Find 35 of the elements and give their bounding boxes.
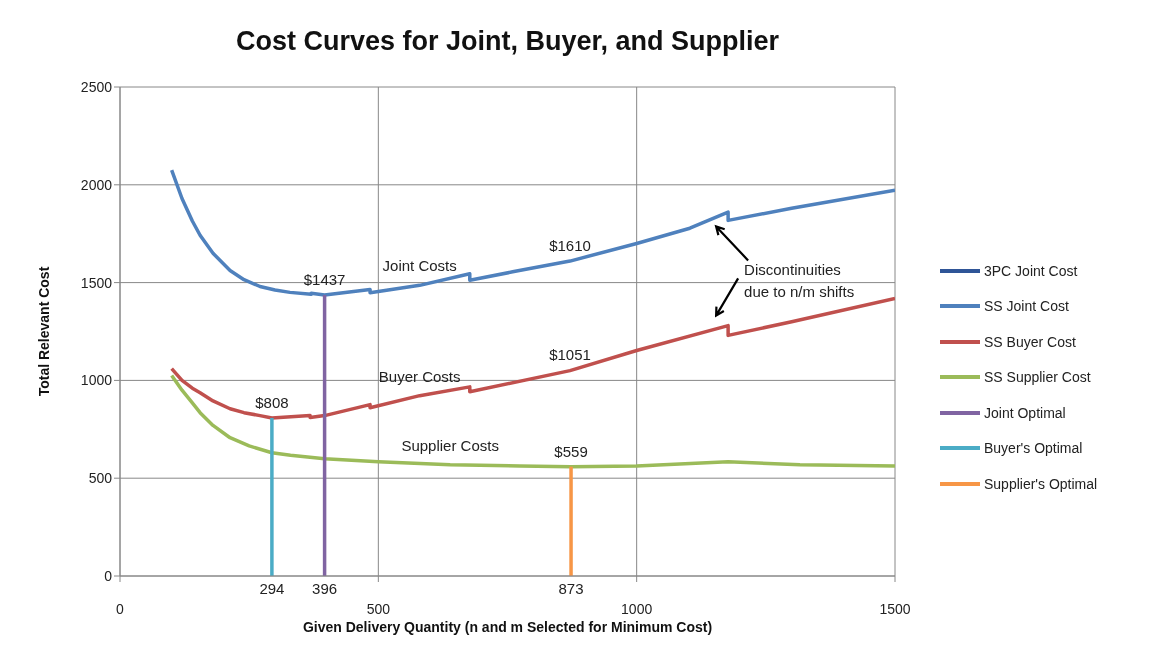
legend-label: SS Buyer Cost — [984, 333, 1076, 350]
annotation: $559 — [554, 442, 588, 460]
x-tick-label: 0 — [116, 600, 125, 617]
y-tick-label: 0 — [104, 567, 113, 584]
legend-label: Buyer's Optimal — [984, 440, 1083, 457]
x-tick-label: 1500 — [879, 600, 911, 617]
y-tick-label: 2500 — [80, 78, 113, 95]
legend-label: SS Supplier Cost — [984, 369, 1091, 386]
line-series — [169, 168, 895, 297]
annotation: 873 — [558, 580, 584, 597]
line-series — [169, 373, 895, 469]
annotation: Supplier Costs — [401, 436, 499, 454]
y-tick-label: 500 — [88, 470, 113, 487]
legend-label: Supplier's Optimal — [984, 475, 1098, 492]
annotation: 294 — [259, 580, 285, 597]
y-tick-label: 2000 — [80, 176, 113, 193]
y-tick-label: 1000 — [80, 372, 113, 389]
x-tick-label: 500 — [366, 600, 391, 617]
y-axis-title: Total Relevant Cost — [35, 266, 52, 397]
x-tick-label: 1000 — [621, 600, 653, 617]
y-tick-label: 1500 — [80, 274, 113, 291]
annotation: Joint Costs — [382, 257, 457, 275]
annotation: Discontinuities due to n/m shifts — [744, 261, 855, 301]
legend-label: 3PC Joint Cost — [984, 262, 1078, 279]
chart-title: Cost Curves for Joint, Buyer, and Supplier — [234, 26, 781, 57]
annotation: Buyer Costs — [378, 367, 461, 385]
line-series — [169, 296, 895, 420]
x-axis-title: Given Delivery Quantity (n and m Selected for Minimum Cost) — [302, 619, 713, 635]
legend-label: Joint Optimal — [984, 404, 1066, 421]
annotation: $1051 — [549, 346, 591, 364]
legend-label: SS Joint Cost — [984, 298, 1069, 315]
annotation: $1610 — [549, 237, 591, 255]
annotation: $1437 — [303, 270, 346, 288]
annotation: $808 — [255, 393, 289, 411]
annotation: 396 — [312, 580, 338, 597]
